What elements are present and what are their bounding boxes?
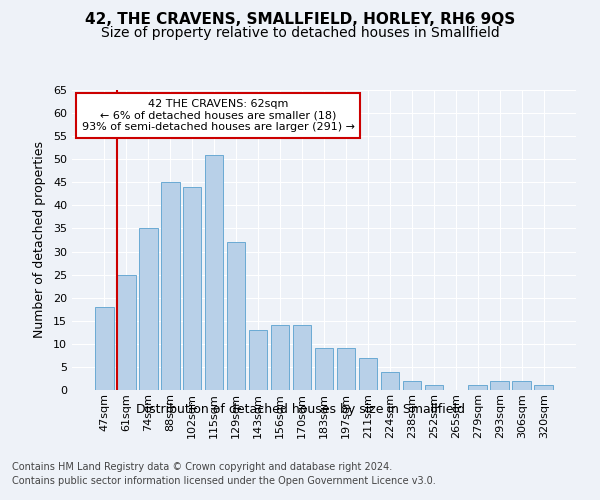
- Y-axis label: Number of detached properties: Number of detached properties: [33, 142, 46, 338]
- Bar: [227, 242, 245, 390]
- Bar: [535, 386, 553, 390]
- Bar: [161, 182, 179, 390]
- Bar: [271, 326, 289, 390]
- Bar: [293, 326, 311, 390]
- Text: Distribution of detached houses by size in Smallfield: Distribution of detached houses by size …: [136, 402, 464, 415]
- Text: Contains public sector information licensed under the Open Government Licence v3: Contains public sector information licen…: [12, 476, 436, 486]
- Text: 42 THE CRAVENS: 62sqm
← 6% of detached houses are smaller (18)
93% of semi-detac: 42 THE CRAVENS: 62sqm ← 6% of detached h…: [82, 99, 355, 132]
- Bar: [337, 348, 355, 390]
- Bar: [425, 386, 443, 390]
- Bar: [314, 348, 334, 390]
- Bar: [139, 228, 158, 390]
- Bar: [117, 274, 136, 390]
- Text: Size of property relative to detached houses in Smallfield: Size of property relative to detached ho…: [101, 26, 499, 40]
- Bar: [359, 358, 377, 390]
- Bar: [490, 381, 509, 390]
- Bar: [205, 154, 223, 390]
- Bar: [183, 187, 202, 390]
- Bar: [403, 381, 421, 390]
- Bar: [512, 381, 531, 390]
- Bar: [95, 307, 113, 390]
- Bar: [469, 386, 487, 390]
- Bar: [249, 330, 268, 390]
- Text: 42, THE CRAVENS, SMALLFIELD, HORLEY, RH6 9QS: 42, THE CRAVENS, SMALLFIELD, HORLEY, RH6…: [85, 12, 515, 28]
- Bar: [380, 372, 399, 390]
- Text: Contains HM Land Registry data © Crown copyright and database right 2024.: Contains HM Land Registry data © Crown c…: [12, 462, 392, 472]
